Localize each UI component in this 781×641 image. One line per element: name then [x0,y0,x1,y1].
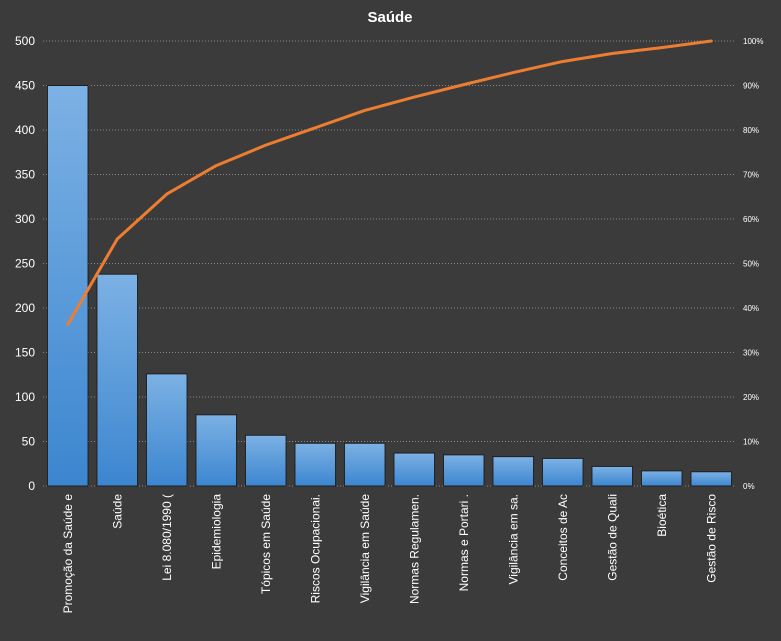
y-left-tick-label: 350 [15,168,35,182]
x-category-label: Saúde [110,494,124,529]
bar [294,442,337,487]
x-category-label: Tópicos em Saúde [259,494,273,594]
bar [96,273,139,487]
y-right-tick-label: 70% [743,171,759,180]
bar [492,456,535,487]
x-category-label: Bioética [655,494,669,537]
cumulative-line [66,39,713,326]
bar [541,457,584,487]
bar [393,452,436,487]
bar [591,465,634,487]
x-category-label: Normas Regulamen. [407,494,421,604]
bar [442,454,485,487]
y-right-tick-label: 40% [743,304,759,313]
y-left-tick-label: 300 [15,212,35,226]
bar [145,373,188,487]
y-right-tick-label: 50% [743,260,759,269]
x-category-label: Promoção da Saúde e [61,494,75,614]
cumulative-line-series [66,39,713,326]
y-left-tick-label: 50 [22,435,36,449]
x-category-label: Gestão de Risco [704,494,718,583]
bar [690,471,733,487]
y-axis-left-ticks: 0 50 100 150 200 250 300 350 400 450 500 [15,34,35,493]
x-category-label: Gestão de Quali [605,494,619,581]
x-axis-category-labels: Promoção da Saúde e Saúde Lei 8.080/1990 (… [61,494,719,614]
y-left-tick-label: 250 [15,257,35,271]
y-axis-right-ticks: 0% 10% 20% 30% 40% 50% 60% 70% 80% 90% 100% [743,37,763,491]
x-category-label: Lei 8.080/1990 ( [160,494,174,581]
y-right-tick-label: 60% [743,215,759,224]
bar [244,434,287,487]
y-right-tick-label: 10% [743,438,759,447]
bar [640,470,683,487]
y-left-tick-label: 200 [15,301,35,315]
chart-title: Saúde [367,9,412,26]
y-right-tick-label: 0% [743,482,755,491]
y-left-tick-label: 500 [15,34,35,48]
x-category-label: Normas e Portari . [457,494,471,591]
bar [343,442,386,487]
y-right-tick-label: 90% [743,82,759,91]
y-left-tick-label: 100 [15,390,35,404]
x-category-label: Riscos Ocupacionai. [308,494,322,603]
x-category-label: Vigilância em sa. [506,494,520,585]
bar-series [46,85,733,487]
y-right-tick-label: 80% [743,126,759,135]
y-left-tick-label: 400 [15,123,35,137]
y-left-tick-label: 0 [28,479,35,493]
y-right-tick-label: 100% [743,37,763,46]
bar [195,414,238,487]
y-left-tick-label: 450 [15,79,35,93]
y-left-tick-label: 150 [15,346,35,360]
bar [46,85,89,487]
y-right-tick-label: 30% [743,349,759,358]
x-category-label: Conceitos de Ac [556,494,570,581]
x-category-label: Epidemiologia [209,494,223,570]
x-category-label: Vigilância em Saúde [358,494,372,604]
y-right-tick-label: 20% [743,393,759,402]
